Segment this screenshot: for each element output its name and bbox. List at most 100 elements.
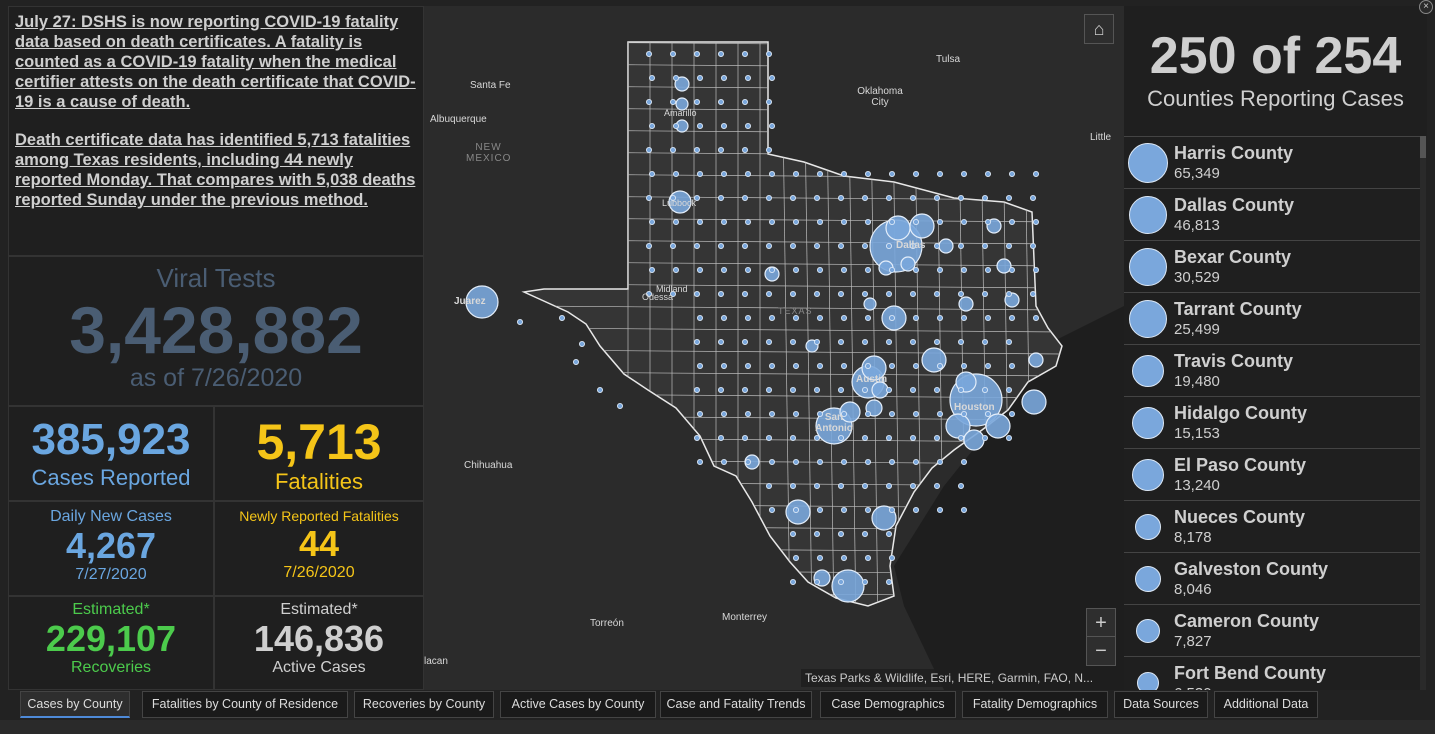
county-bubble[interactable]	[912, 266, 919, 273]
county-bubble[interactable]	[792, 266, 799, 273]
county-bubble[interactable]	[933, 338, 940, 345]
county-bubble[interactable]	[669, 51, 676, 58]
county-bubble[interactable]	[1028, 352, 1044, 368]
county-bubble[interactable]	[861, 579, 868, 586]
county-bubble[interactable]	[672, 266, 679, 273]
county-bubble[interactable]	[789, 434, 796, 441]
county-bubble[interactable]	[961, 362, 968, 369]
county-bubble[interactable]	[645, 290, 652, 297]
county-bubble[interactable]	[909, 194, 916, 201]
county-bubble[interactable]	[933, 194, 940, 201]
county-bubble[interactable]	[861, 242, 868, 249]
county-bubble[interactable]	[765, 290, 772, 297]
county-bubble[interactable]	[1006, 338, 1013, 345]
county-bubble[interactable]	[937, 506, 944, 513]
county-row[interactable]: El Paso County 13,240	[1124, 448, 1420, 500]
county-bubble[interactable]	[921, 347, 947, 373]
county-bubble[interactable]	[888, 362, 895, 369]
county-bubble[interactable]	[717, 338, 724, 345]
county-bubble[interactable]	[909, 434, 916, 441]
county-bubble[interactable]	[1030, 290, 1037, 297]
county-bubble[interactable]	[669, 290, 676, 297]
county-bubble[interactable]	[696, 75, 703, 82]
county-bubble[interactable]	[982, 434, 989, 441]
county-bubble[interactable]	[1009, 170, 1016, 177]
county-bubble[interactable]	[888, 314, 895, 321]
county-bubble[interactable]	[864, 458, 871, 465]
county-bubble[interactable]	[837, 290, 844, 297]
county-bubble[interactable]	[813, 290, 820, 297]
county-bubble[interactable]	[720, 362, 727, 369]
county-bubble[interactable]	[840, 218, 847, 225]
county-bubble[interactable]	[813, 482, 820, 489]
county-bubble[interactable]	[864, 218, 871, 225]
close-icon[interactable]: ×	[1419, 0, 1433, 14]
county-bubble[interactable]	[831, 569, 865, 603]
county-bubble[interactable]	[768, 458, 775, 465]
county-bubble[interactable]	[813, 531, 820, 538]
county-bubble[interactable]	[888, 170, 895, 177]
list-scrollbar[interactable]	[1420, 136, 1426, 690]
county-bubble[interactable]	[696, 123, 703, 130]
news-paragraph-2[interactable]: Death certificate data has identified 5,…	[15, 131, 416, 209]
county-bubble[interactable]	[1021, 389, 1047, 415]
county-bubble[interactable]	[813, 338, 820, 345]
county-bubble[interactable]	[792, 506, 799, 513]
zoom-out-button[interactable]: −	[1095, 640, 1107, 662]
county-bubble[interactable]	[816, 410, 823, 417]
county-bubble[interactable]	[961, 506, 968, 513]
county-bubble[interactable]	[837, 579, 844, 586]
county-bubble[interactable]	[720, 410, 727, 417]
county-bubble[interactable]	[669, 99, 676, 106]
county-bubble[interactable]	[961, 170, 968, 177]
county-bubble[interactable]	[816, 362, 823, 369]
county-bubble[interactable]	[696, 362, 703, 369]
county-bubble[interactable]	[958, 338, 965, 345]
county-bubble[interactable]	[648, 218, 655, 225]
county-bubble[interactable]	[840, 314, 847, 321]
county-bubble[interactable]	[768, 218, 775, 225]
county-bubble[interactable]	[861, 386, 868, 393]
county-bubble[interactable]	[813, 434, 820, 441]
county-bubble[interactable]	[792, 458, 799, 465]
county-bubble[interactable]	[741, 99, 748, 106]
county-bubble[interactable]	[572, 358, 579, 365]
county-bubble[interactable]	[765, 99, 772, 106]
county-bubble[interactable]	[985, 314, 992, 321]
county-bubble[interactable]	[558, 314, 565, 321]
county-bubble[interactable]	[958, 386, 965, 393]
county-bubble[interactable]	[982, 194, 989, 201]
county-bubble[interactable]	[864, 314, 871, 321]
county-bubble[interactable]	[912, 506, 919, 513]
county-bubble[interactable]	[720, 75, 727, 82]
county-bubble[interactable]	[693, 386, 700, 393]
county-bubble[interactable]	[648, 75, 655, 82]
county-bubble[interactable]	[813, 386, 820, 393]
county-bubble[interactable]	[840, 555, 847, 562]
county-bubble[interactable]	[693, 290, 700, 297]
county-bubble[interactable]	[813, 579, 820, 586]
county-bubble[interactable]	[669, 146, 676, 153]
county-bubble[interactable]	[985, 170, 992, 177]
county-bubble[interactable]	[885, 434, 892, 441]
map-view[interactable]: Santa Fe Albuquerque NEW MEXICO Tulsa Ok…	[424, 6, 1124, 690]
county-bubble[interactable]	[744, 314, 751, 321]
county-bubble[interactable]	[744, 266, 751, 273]
county-bubble[interactable]	[937, 314, 944, 321]
county-bubble[interactable]	[744, 410, 751, 417]
county-bubble[interactable]	[1033, 170, 1040, 177]
county-bubble[interactable]	[672, 75, 679, 82]
county-bubble[interactable]	[696, 170, 703, 177]
county-bubble[interactable]	[744, 218, 751, 225]
county-bubble[interactable]	[693, 434, 700, 441]
county-row[interactable]: Travis County 19,480	[1124, 344, 1420, 396]
county-bubble[interactable]	[963, 429, 985, 451]
county-bubble[interactable]	[693, 51, 700, 58]
county-bubble[interactable]	[741, 290, 748, 297]
tab-data-sources[interactable]: Data Sources	[1114, 691, 1208, 718]
county-bubble[interactable]	[816, 506, 823, 513]
county-bubble[interactable]	[933, 482, 940, 489]
county-bubble[interactable]	[720, 266, 727, 273]
county-bubble[interactable]	[816, 170, 823, 177]
county-bubble[interactable]	[958, 242, 965, 249]
